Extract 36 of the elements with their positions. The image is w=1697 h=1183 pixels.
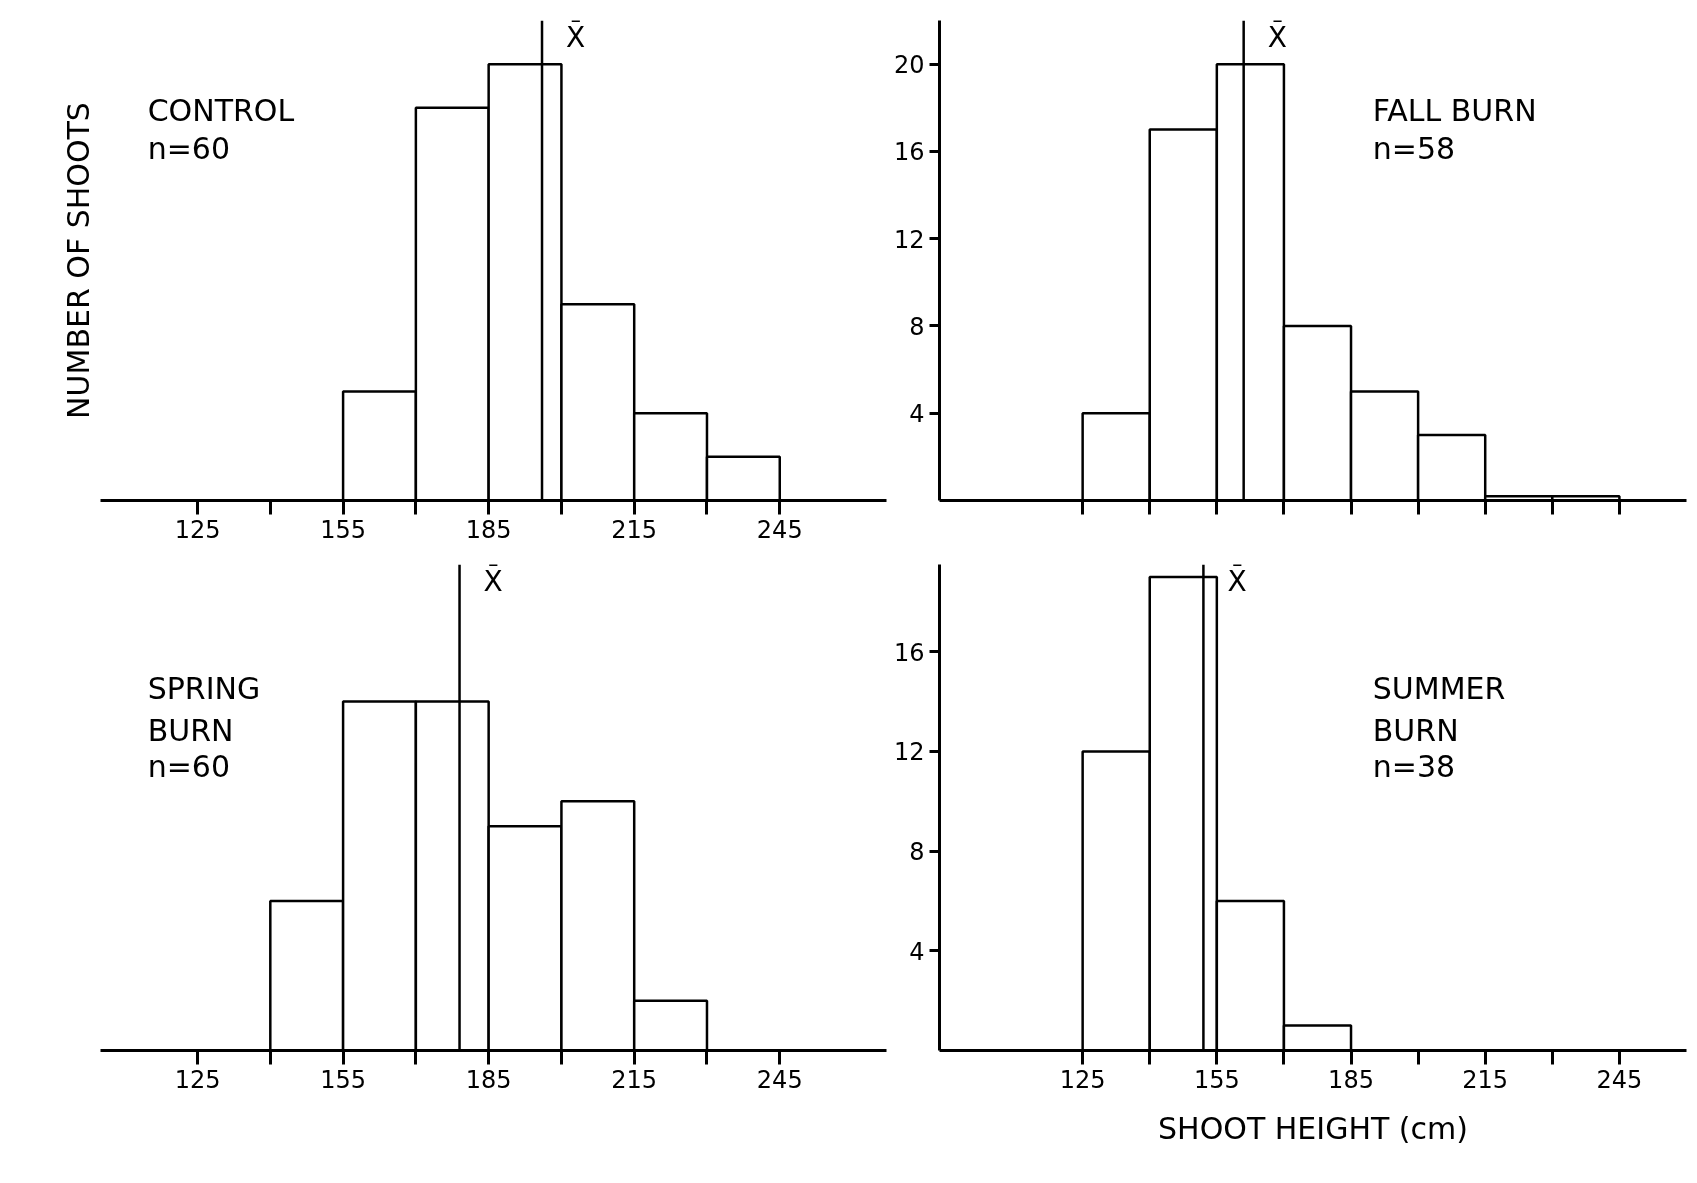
- x-tick-label: 215: [1462, 1065, 1509, 1094]
- y-tick-label: 4: [909, 400, 925, 429]
- x-tick-label: 185: [1328, 1065, 1374, 1094]
- y-tick-label: 8: [909, 312, 925, 341]
- x-tick-label: 215: [611, 1065, 658, 1094]
- ref-line-label: X̄: [1227, 563, 1247, 598]
- x-tick-label: 245: [756, 1065, 803, 1094]
- x-tick-label: 155: [320, 1065, 366, 1094]
- ref-line-label: X̄: [1267, 19, 1287, 54]
- x-axis-title: SHOOT HEIGHT (cm): [1158, 1110, 1468, 1146]
- ref-line-label: X̄: [483, 563, 503, 598]
- y-tick-label: 12: [893, 225, 925, 254]
- x-tick-label: 125: [1059, 1065, 1106, 1094]
- x-tick-label: 185: [465, 1065, 512, 1094]
- y-axis-title: NUMBER OF SHOOTS: [60, 102, 96, 419]
- y-tick-label: 16: [893, 138, 925, 167]
- x-tick-label: 125: [174, 515, 221, 544]
- x-tick-label: 215: [611, 515, 658, 544]
- y-tick-label: 12: [893, 738, 925, 767]
- y-tick-label: 20: [893, 51, 925, 80]
- y-tick-label: 4: [909, 937, 925, 966]
- text: n=38: [1372, 749, 1456, 785]
- x-tick-label: 245: [1596, 1065, 1643, 1094]
- y-tick-label: 16: [893, 638, 925, 667]
- x-tick-label: 125: [174, 1065, 221, 1094]
- text: n=60: [147, 749, 230, 785]
- text: CONTROL: [147, 92, 295, 128]
- x-tick-label: 155: [320, 515, 366, 544]
- x-tick-label: 155: [1193, 1065, 1240, 1094]
- x-tick-label: 185: [465, 515, 512, 544]
- text: n=60: [147, 130, 230, 166]
- text: FALL BURN: [1372, 92, 1537, 128]
- x-tick-label: 245: [756, 515, 803, 544]
- text: n=58: [1372, 130, 1456, 166]
- y-tick-label: 8: [909, 838, 925, 867]
- ref-line-label: X̄: [566, 19, 586, 54]
